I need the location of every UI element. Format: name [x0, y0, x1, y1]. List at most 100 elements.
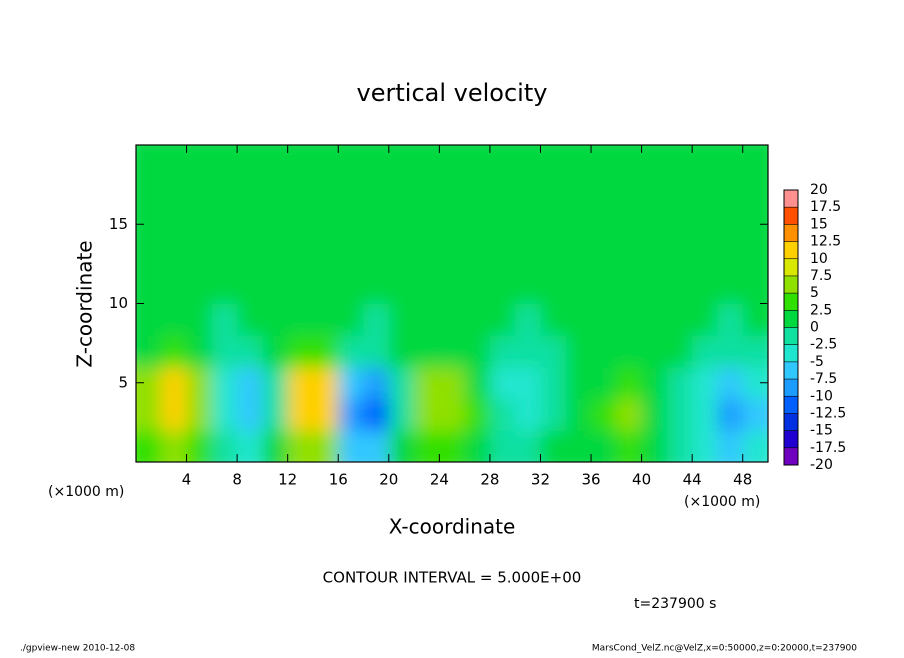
cell: [388, 303, 415, 336]
colorbar-label: 12.5: [810, 234, 841, 250]
cell: [616, 303, 643, 336]
cell: [287, 240, 314, 273]
cell: [287, 271, 314, 304]
cell: [186, 176, 213, 209]
colorbar-label: 17.5: [810, 199, 841, 215]
cell: [312, 208, 339, 241]
cell: [692, 303, 718, 336]
cell: [136, 335, 162, 368]
colorbar-swatch: [784, 207, 798, 225]
cell: [717, 208, 744, 241]
cell: [211, 430, 238, 462]
colorbar-label: -2.5: [810, 337, 837, 353]
cell: [287, 176, 314, 209]
colorbar-label: -5: [810, 354, 824, 370]
cell: [363, 271, 390, 304]
x-tick-label: 36: [581, 471, 600, 489]
colorbar-label: 7.5: [810, 268, 832, 284]
cell: [591, 240, 617, 273]
cell: [338, 271, 365, 304]
cell: [388, 430, 415, 462]
y-tick-label: 15: [109, 215, 128, 233]
cell: [717, 366, 744, 400]
x-tick-label: 44: [683, 471, 702, 489]
cell: [565, 398, 592, 431]
cell: [717, 145, 744, 178]
colorbar-swatch: [784, 344, 798, 362]
cell: [515, 271, 541, 304]
colorbar-label: -12.5: [810, 405, 846, 421]
cell: [666, 303, 693, 336]
cell: [363, 208, 390, 241]
cell: [641, 176, 668, 209]
x-tick-label: 8: [232, 471, 242, 489]
cell: [464, 303, 491, 336]
cell: [641, 145, 668, 178]
cell: [717, 240, 744, 273]
cell: [388, 366, 415, 400]
cell: [439, 145, 466, 178]
cell: [717, 176, 744, 209]
footer-right: MarsCond_VelZ.nc@VelZ,x=0:50000,z=0:2000…: [592, 644, 857, 654]
x-tick-label: 40: [632, 471, 651, 489]
cell: [211, 145, 238, 178]
chart-title: vertical velocity: [357, 79, 548, 107]
cell: [161, 430, 188, 462]
cell: [363, 366, 390, 400]
cell: [312, 303, 339, 336]
cell: [211, 176, 238, 209]
cell: [186, 398, 213, 431]
cell: [641, 240, 668, 273]
cell: [161, 176, 188, 209]
cell: [211, 398, 238, 431]
colorbar-label: 10: [810, 251, 828, 267]
cell: [287, 366, 314, 400]
cell: [388, 271, 415, 304]
cell: [565, 303, 592, 336]
cell: [489, 430, 516, 462]
cell: [565, 430, 592, 462]
cell: [616, 430, 643, 462]
cell: [161, 240, 188, 273]
cell: [312, 145, 339, 178]
cell: [363, 176, 390, 209]
cell: [565, 208, 592, 241]
cell: [666, 335, 693, 368]
cell: [692, 240, 718, 273]
cell: [414, 271, 440, 304]
cell: [742, 303, 768, 336]
cell: [692, 398, 718, 431]
cell: [439, 271, 466, 304]
cell: [515, 430, 541, 462]
cell: [565, 145, 592, 178]
y-tick-label: 10: [109, 294, 128, 312]
cell: [136, 430, 162, 462]
cell: [540, 430, 567, 462]
cell: [489, 208, 516, 241]
colorbar: -20-17.5-15-12.5-10-7.5-5-2.502.557.5101…: [783, 182, 846, 473]
cell: [262, 335, 289, 368]
colorbar-label: 15: [810, 216, 828, 232]
colorbar-label: -7.5: [810, 371, 837, 387]
cell: [237, 398, 263, 431]
cell: [414, 366, 440, 400]
cell: [540, 145, 567, 178]
cell: [489, 145, 516, 178]
cell: [414, 430, 440, 462]
cell: [616, 398, 643, 431]
colorbar-swatch: [784, 447, 798, 465]
cell: [186, 271, 213, 304]
cell: [136, 145, 162, 178]
cell: [262, 271, 289, 304]
cell: [262, 145, 289, 178]
cell: [489, 335, 516, 368]
colorbar-swatch: [784, 190, 798, 208]
cell: [717, 335, 744, 368]
cell: [237, 176, 263, 209]
x-axis-label: X-coordinate: [389, 515, 516, 539]
cell: [287, 208, 314, 241]
colorbar-swatch: [784, 241, 798, 259]
cell: [161, 398, 188, 431]
cell: [591, 176, 617, 209]
cell: [439, 240, 466, 273]
